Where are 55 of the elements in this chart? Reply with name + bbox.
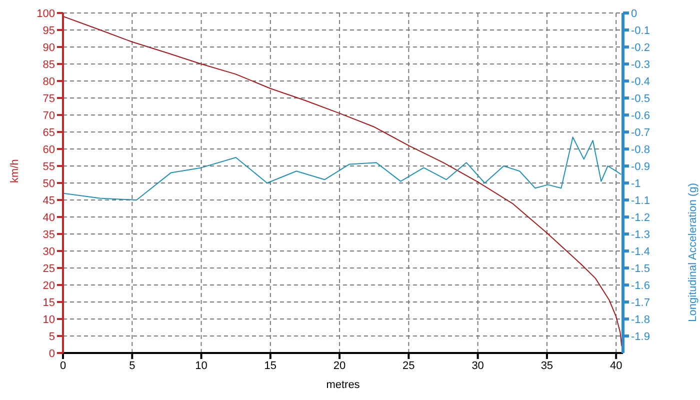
y2-tick-label: -0.1 — [631, 24, 650, 37]
y2-tick-label: -0.5 — [631, 92, 650, 105]
y2-tick-label: -0.9 — [631, 160, 650, 173]
x-tick-label: 0 — [60, 360, 66, 372]
y2-tick-label: -1.3 — [631, 228, 650, 241]
y-tick-label: 45 — [42, 194, 55, 207]
y2-tick-label: -1.1 — [631, 194, 650, 207]
x-tick-label: 35 — [540, 360, 554, 372]
x-tick-label: 30 — [472, 360, 484, 372]
y2-tick-label: -0.2 — [631, 42, 650, 54]
y-tick-label: 5 — [48, 330, 55, 343]
y2-tick-label: -1.9 — [631, 330, 650, 343]
y-tick-label: 50 — [42, 178, 55, 190]
y-tick-label: 25 — [42, 262, 55, 275]
y2-tick-label: -1.8 — [631, 314, 650, 326]
y-tick-label: 40 — [42, 212, 55, 224]
y-tick-label: 80 — [42, 76, 55, 88]
y-tick-label: 85 — [42, 58, 55, 71]
y-tick-label: 95 — [42, 24, 55, 37]
y2-tick-label: -0.3 — [631, 58, 650, 71]
y2-tick-label: -1 — [631, 178, 641, 190]
y-axis-title: km/h — [8, 159, 21, 183]
x-tick-label: 10 — [195, 360, 208, 372]
x-tick-label: 5 — [129, 360, 136, 372]
y-tick-label: 20 — [42, 280, 55, 292]
y-tick-label: 30 — [42, 246, 55, 258]
y-tick-label: 35 — [42, 228, 55, 241]
x-tick-label: 25 — [402, 360, 415, 372]
y2-axis-title: Longitudinal Acceleration (g) — [686, 183, 699, 322]
y-tick-label: 100 — [36, 8, 55, 20]
y2-tick-label: -0.6 — [631, 110, 650, 122]
x-tick-label: 40 — [610, 360, 622, 372]
x-axis-title: metres — [326, 379, 360, 391]
y-tick-label: 10 — [42, 314, 55, 326]
y-tick-label: 65 — [42, 126, 55, 139]
y-tick-label: 60 — [42, 144, 55, 156]
y-tick-label: 70 — [42, 110, 55, 122]
line-series — [63, 16, 622, 347]
y-tick-label: 55 — [42, 160, 55, 173]
y2-tick-label: 0 — [631, 8, 638, 20]
line-series — [63, 136, 622, 200]
y2-tick-label: -1.4 — [631, 246, 650, 258]
y-tick-label: 75 — [42, 92, 55, 105]
y-tick-label: 15 — [42, 296, 55, 309]
y2-tick-label: -0.4 — [631, 76, 650, 88]
y2-tick-label: -1.5 — [631, 262, 650, 275]
y2-tick-label: -1.6 — [631, 280, 650, 292]
y2-tick-label: -1.7 — [631, 296, 650, 309]
y2-tick-label: -1.2 — [631, 212, 650, 224]
y2-tick-label: -0.8 — [631, 144, 650, 156]
y2-tick-label: -0.7 — [631, 126, 650, 139]
y-tick-label: 0 — [48, 348, 55, 360]
x-tick-label: 20 — [333, 360, 346, 372]
x-tick-label: 15 — [264, 360, 277, 372]
y-tick-label: 90 — [42, 42, 55, 54]
